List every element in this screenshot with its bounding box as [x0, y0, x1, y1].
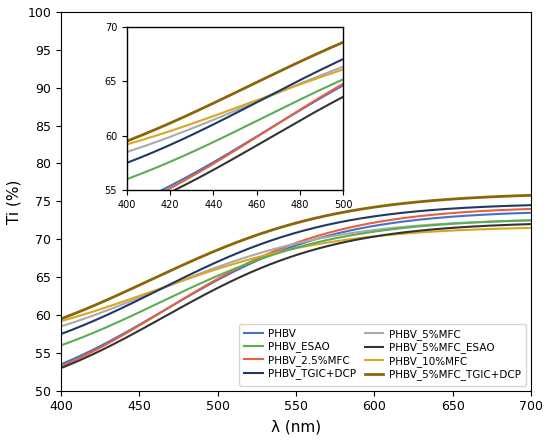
- Legend: PHBV, PHBV_ESAO, PHBV_2.5%MFC, PHBV_TGIC+DCP, PHBV_5%MFC, PHBV_5%MFC_ESAO, PHBV_: PHBV, PHBV_ESAO, PHBV_2.5%MFC, PHBV_TGIC…: [239, 324, 526, 385]
- X-axis label: λ (nm): λ (nm): [271, 419, 321, 434]
- Y-axis label: Ti (%): Ti (%): [7, 179, 22, 224]
